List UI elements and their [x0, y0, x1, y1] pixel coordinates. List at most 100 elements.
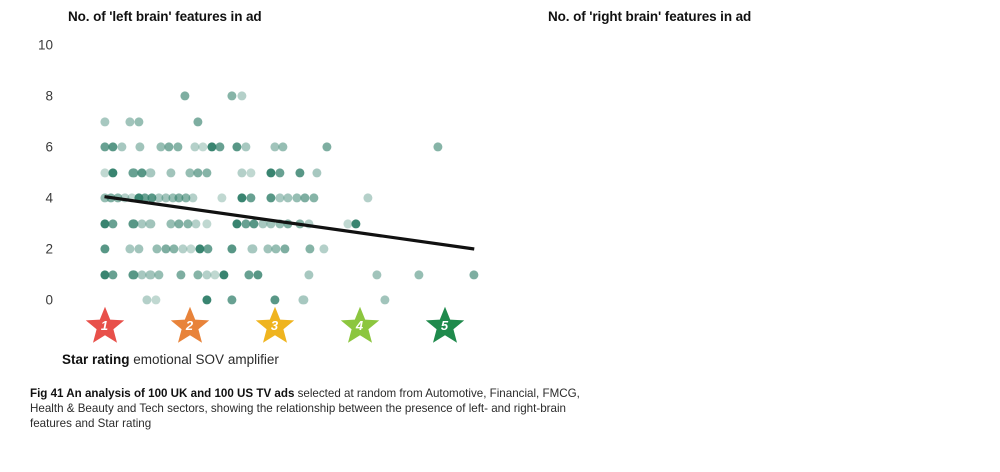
scatter-point [116, 142, 127, 152]
scatter-point [269, 142, 280, 152]
scatter-point [246, 193, 256, 203]
scatter-point [280, 244, 290, 254]
left-axis-label-bold: Star rating [62, 352, 130, 367]
scatter-point [283, 218, 293, 229]
star-rating-marker-5[interactable]: 5 [422, 306, 468, 344]
scatter-point [166, 167, 176, 178]
scatter-point [201, 295, 212, 305]
scatter-point [193, 269, 203, 280]
left-star-axis: 1 2 3 4 5 [62, 306, 487, 354]
scatter-point [305, 244, 315, 254]
left-axis-label: Star rating emotional SOV amplifier [62, 352, 279, 367]
scatter-point [227, 295, 237, 305]
right-panel-title: No. of 'right brain' features in ad [548, 9, 752, 24]
scatter-point [371, 269, 382, 280]
scatter-point [135, 142, 145, 152]
y-axis-tick-left-2: 2 [45, 241, 53, 257]
y-axis-tick-left-8: 8 [45, 88, 53, 104]
scatter-point [198, 142, 208, 152]
scatter-point [108, 218, 118, 229]
star-icon [170, 306, 209, 343]
star-icon [340, 306, 379, 343]
scatter-point [269, 295, 280, 305]
star-rating-marker-3[interactable]: 3 [252, 306, 298, 344]
scatter-point [244, 269, 254, 280]
scatter-point [227, 244, 237, 254]
scatter-point [150, 295, 161, 305]
scatter-point [145, 167, 155, 178]
star-rating-number: 3 [270, 318, 279, 333]
scatter-point [303, 218, 314, 229]
figure-caption-rest: selected at random from Automotive, Fina… [30, 387, 580, 431]
star-icon [85, 306, 124, 343]
scatter-point [266, 167, 276, 178]
scatter-point [203, 244, 213, 254]
scatter-point [312, 167, 322, 178]
y-axis-tick-left-10: 10 [37, 37, 53, 53]
figure-caption: Fig 41 An analysis of 100 UK and 100 US … [30, 386, 590, 432]
left-brain-panel: No. of 'left brain' features in ad 0 2 4 6 8… [0, 0, 500, 380]
scatter-point [469, 269, 479, 280]
scatter-point [303, 269, 314, 280]
scatter-point [237, 91, 247, 101]
scatter-point [142, 295, 152, 305]
scatter-point [180, 91, 190, 101]
scatter-point [227, 91, 237, 101]
scatter-point [322, 142, 332, 152]
y-axis-tick-left-0: 0 [45, 292, 53, 308]
scatter-point [246, 167, 256, 178]
scatter-point [275, 167, 285, 178]
scatter-point [145, 218, 155, 229]
scatter-point [190, 142, 200, 152]
star-rating-number: 4 [355, 318, 364, 333]
scatter-point [173, 142, 183, 152]
scatter-point [414, 269, 424, 280]
scatter-point [176, 269, 186, 280]
scatter-point [99, 167, 110, 178]
scatter-point [237, 167, 247, 178]
scatter-point [137, 167, 147, 178]
right-brain-panel: No. of 'right brain' features in ad 0246… [498, 0, 1000, 380]
scatter-point [128, 269, 138, 280]
scatter-point [252, 269, 263, 280]
scatter-point [125, 116, 135, 127]
star-icon [425, 306, 464, 343]
scatter-point [128, 167, 138, 178]
scatter-point [108, 142, 118, 152]
scatter-point [133, 116, 144, 127]
scatter-point [201, 167, 212, 178]
scatter-point [156, 142, 166, 152]
scatter-point [319, 244, 329, 254]
figure-caption-bold: Fig 41 An analysis of 100 UK and 100 US … [30, 387, 295, 400]
scatter-point [309, 193, 319, 203]
scatter-point [145, 269, 155, 280]
scatter-point [298, 295, 308, 305]
star-rating-number: 1 [100, 318, 109, 333]
scatter-point [247, 244, 257, 254]
scatter-point [193, 116, 203, 127]
star-icon [255, 306, 294, 343]
scatter-point [278, 142, 288, 152]
scatter-point [108, 167, 118, 178]
scatter-point [351, 218, 361, 229]
scatter-point [207, 142, 217, 152]
scatter-point [201, 218, 212, 229]
scatter-point [210, 269, 220, 280]
star-rating-marker-1[interactable]: 1 [82, 306, 128, 344]
left-panel-title: No. of 'left brain' features in ad [68, 9, 262, 24]
star-rating-marker-4[interactable]: 4 [337, 306, 383, 344]
star-rating-marker-2[interactable]: 2 [167, 306, 213, 344]
scatter-point [188, 193, 198, 203]
star-rating-number: 2 [185, 318, 194, 333]
scatter-point [137, 269, 147, 280]
left-axis-label-rest: emotional SOV amplifier [129, 352, 279, 367]
scatter-point [295, 167, 305, 178]
scatter-point [241, 142, 251, 152]
scatter-point [99, 142, 110, 152]
scatter-point [191, 218, 201, 229]
scatter-point [232, 142, 242, 152]
scatter-point [201, 269, 212, 280]
scatter-point [363, 193, 373, 203]
scatter-point [99, 244, 110, 254]
scatter-point [218, 269, 229, 280]
